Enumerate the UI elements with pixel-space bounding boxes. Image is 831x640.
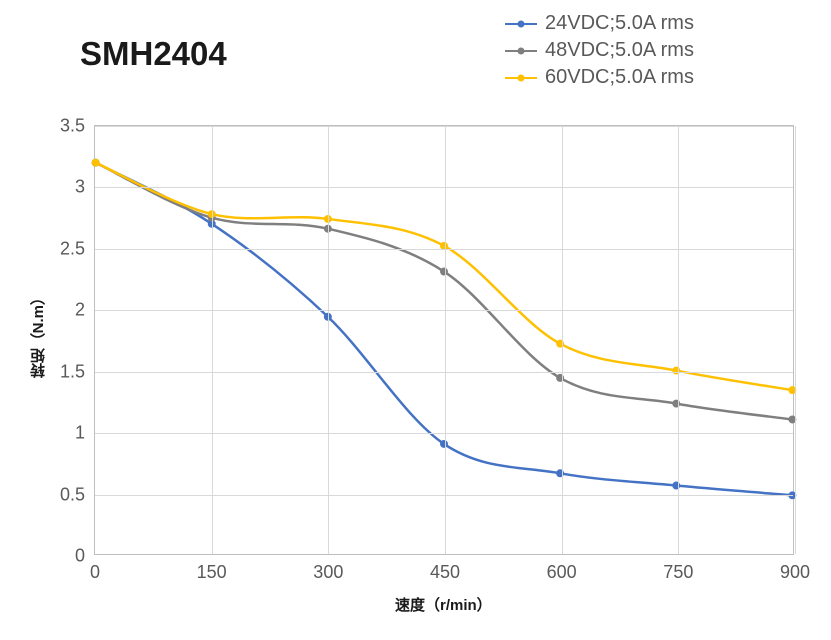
gridline-v [795,126,796,554]
gridline-h [95,433,793,434]
gridline-h [95,495,793,496]
y-tick-label: 1 [75,423,95,444]
x-tick-label: 600 [547,554,577,583]
y-axis-label: 转矩（N.m） [28,290,49,378]
series-marker [556,340,564,348]
series-marker [556,374,564,382]
gridline-h [95,249,793,250]
gridline-h [95,126,793,127]
y-tick-label: 2 [75,300,95,321]
legend-swatch [505,23,537,25]
series-line [96,163,793,390]
y-tick-label: 2.5 [60,238,95,259]
legend-item: 48VDC;5.0A rms [505,39,694,62]
gridline-h [95,372,793,373]
legend-label: 24VDC;5.0A rms [545,12,694,35]
gridline-h [95,187,793,188]
gridline-h [95,310,793,311]
gridline-v [445,126,446,554]
x-tick-label: 300 [313,554,343,583]
series-marker [440,268,448,276]
x-tick-label: 900 [780,554,810,583]
series-marker [92,159,100,167]
series-marker [556,469,564,477]
y-tick-label: 1.5 [60,361,95,382]
legend-item: 60VDC;5.0A rms [505,66,694,89]
x-tick-label: 750 [663,554,693,583]
y-tick-label: 3 [75,177,95,198]
legend-label: 48VDC;5.0A rms [545,39,694,62]
legend-label: 60VDC;5.0A rms [545,66,694,89]
legend-swatch [505,77,537,79]
gridline-v [678,126,679,554]
legend-swatch [505,50,537,52]
series-line [96,163,793,420]
legend-item: 24VDC;5.0A rms [505,12,694,35]
x-axis-label: 速度（r/min） [395,594,492,615]
x-tick-label: 450 [430,554,460,583]
series-marker [440,440,448,448]
gridline-v [212,126,213,554]
y-tick-label: 3.5 [60,116,95,137]
legend: 24VDC;5.0A rms 48VDC;5.0A rms 60VDC;5.0A r… [505,12,694,89]
x-tick-label: 150 [197,554,227,583]
y-tick-label: 0.5 [60,484,95,505]
gridline-v [328,126,329,554]
plot-area: 00.511.522.533.50150300450600750900 [94,125,794,555]
chart-lines-svg [95,126,793,554]
chart-title: SMH2404 [80,35,227,73]
x-tick-label: 0 [90,554,100,583]
gridline-v [562,126,563,554]
